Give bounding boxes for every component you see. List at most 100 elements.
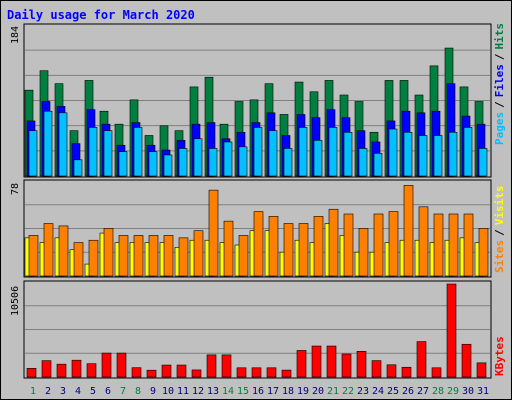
x-label-day-2: 2 [45, 386, 51, 397]
x-label-day-9: 9 [150, 386, 156, 397]
bar-kbytes-day-23 [356, 351, 367, 378]
bar-pages-day-20 [313, 140, 323, 177]
x-label-day-30: 30 [462, 386, 474, 397]
bar-pages-day-2 [43, 110, 53, 177]
bar-pages-day-26 [403, 131, 413, 177]
x-label-day-13: 13 [207, 386, 219, 397]
bar-kbytes-day-27 [416, 341, 427, 378]
bar-kbytes-day-22 [341, 353, 352, 378]
bar-pages-day-5 [88, 127, 98, 177]
bar-pages-day-19 [298, 127, 308, 177]
bar-kbytes-day-26 [401, 366, 412, 378]
bar-kbytes-day-4 [71, 359, 82, 378]
chart-title: Daily usage for March 2020 [7, 8, 195, 22]
bar-kbytes-day-14 [221, 354, 232, 378]
legend-sep-2: / [493, 53, 506, 60]
top-legend: Pages / Files / Hits [493, 23, 506, 145]
bar-pages-day-7 [118, 151, 128, 177]
bar-pages-day-18 [283, 148, 293, 177]
bar-sites-day-22 [343, 213, 354, 277]
bar-marks [24, 47, 489, 378]
x-label-day-26: 26 [402, 386, 414, 397]
x-label-day-31: 31 [477, 386, 489, 397]
x-label-day-24: 24 [372, 386, 384, 397]
bar-sites-day-2 [43, 223, 54, 277]
bar-sites-day-18 [283, 223, 294, 277]
bar-kbytes-day-18 [281, 369, 292, 378]
bar-sites-day-30 [463, 213, 474, 277]
bar-kbytes-day-25 [386, 364, 397, 378]
bar-sites-day-14 [223, 220, 234, 277]
bar-sites-day-15 [238, 235, 249, 277]
bar-kbytes-day-16 [251, 367, 262, 378]
bar-pages-day-13 [208, 148, 218, 177]
bar-kbytes-day-13 [206, 354, 217, 378]
x-label-day-4: 4 [75, 386, 81, 397]
bar-pages-day-28 [433, 135, 443, 177]
bar-sites-day-4 [73, 242, 84, 277]
bar-pages-day-3 [58, 112, 68, 177]
bar-pages-day-6 [103, 130, 113, 177]
legend-pages: Pages [493, 112, 506, 145]
bar-kbytes-day-1 [26, 368, 37, 378]
bar-kbytes-day-28 [431, 367, 442, 378]
bar-sites-day-21 [328, 208, 339, 277]
x-label-day-5: 5 [90, 386, 96, 397]
bar-pages-day-15 [238, 146, 248, 177]
x-label-day-25: 25 [387, 386, 399, 397]
legend-files: Files [493, 64, 506, 97]
bar-kbytes-day-10 [161, 364, 172, 378]
bar-pages-day-10 [163, 154, 173, 177]
bar-sites-day-29 [448, 213, 459, 277]
legend-hits: Hits [493, 23, 506, 50]
bar-pages-day-22 [343, 131, 353, 177]
x-label-day-28: 28 [432, 386, 444, 397]
bar-sites-day-3 [58, 225, 69, 277]
bar-pages-day-12 [193, 138, 203, 177]
bar-pages-day-16 [253, 127, 263, 177]
bar-sites-day-27 [418, 206, 429, 277]
x-label-day-8: 8 [135, 386, 141, 397]
bar-kbytes-day-8 [131, 367, 142, 378]
legend-sep-3: / [493, 229, 506, 236]
bar-kbytes-day-30 [461, 343, 472, 378]
bar-pages-day-24 [373, 153, 383, 177]
bar-pages-day-1 [28, 130, 38, 177]
x-label-day-16: 16 [252, 386, 264, 397]
legend-visits: Visits [493, 186, 506, 226]
bar-kbytes-day-24 [371, 360, 382, 378]
bar-kbytes-day-5 [86, 363, 97, 378]
legend-sep-1: / [493, 101, 506, 108]
legend-sites: Sites [493, 240, 506, 273]
bar-kbytes-day-2 [41, 360, 52, 378]
bar-kbytes-day-20 [311, 345, 322, 378]
bar-sites-day-23 [358, 228, 369, 277]
bar-pages-day-23 [358, 148, 368, 177]
panel-mid-frame [23, 179, 492, 278]
bar-sites-day-25 [388, 211, 399, 277]
bar-pages-day-27 [418, 135, 428, 177]
x-label-day-21: 21 [327, 386, 339, 397]
bar-kbytes-day-21 [326, 345, 337, 378]
bar-sites-day-7 [118, 235, 129, 277]
x-label-day-1: 1 [30, 386, 36, 397]
bar-kbytes-day-31 [476, 362, 487, 378]
bar-kbytes-day-29 [446, 283, 457, 378]
bar-kbytes-day-19 [296, 350, 307, 378]
bar-pages-day-9 [148, 151, 158, 177]
bar-sites-day-16 [253, 211, 264, 277]
x-label-day-17: 17 [267, 386, 279, 397]
bar-sites-day-13 [208, 189, 219, 277]
x-label-day-18: 18 [282, 386, 294, 397]
x-label-day-20: 20 [312, 386, 324, 397]
bar-pages-day-31 [478, 148, 488, 177]
bar-sites-day-12 [193, 230, 204, 277]
panel-bot-frame [23, 280, 492, 379]
legend-kbytes: KBytes [493, 336, 506, 376]
x-label-day-14: 14 [222, 386, 234, 397]
bar-kbytes-day-12 [191, 369, 202, 378]
bar-sites-day-6 [103, 228, 114, 277]
bar-kbytes-day-7 [116, 352, 127, 378]
